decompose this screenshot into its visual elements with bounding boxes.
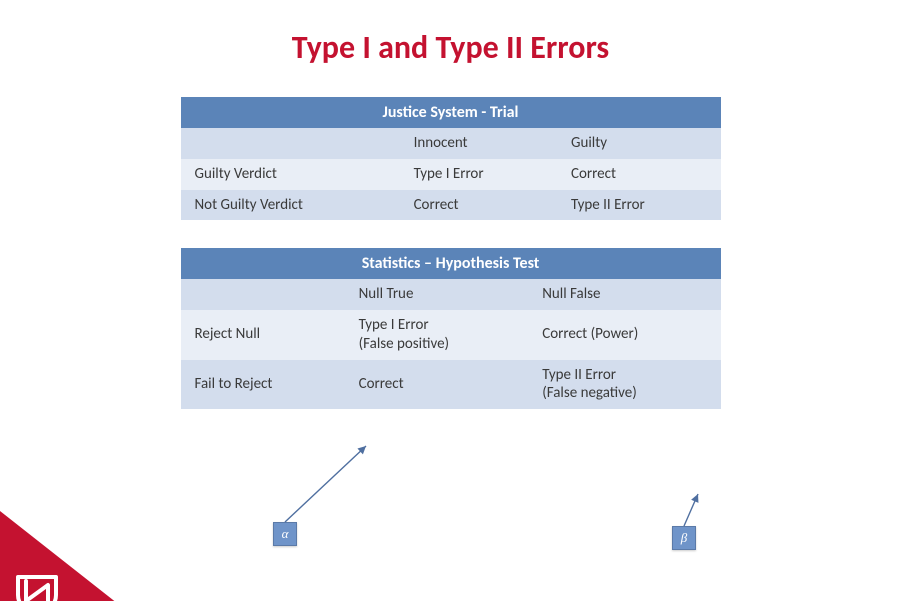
table-cell: Correct	[400, 190, 557, 221]
table-cell: Null False	[528, 279, 720, 310]
table-cell: Correct (Power)	[528, 310, 720, 360]
table-cell	[181, 128, 400, 159]
table-cell	[181, 279, 345, 310]
justice-colhead-row: Innocent Guilty	[181, 128, 721, 159]
statistics-table-header: Statistics – Hypothesis Test	[181, 248, 721, 279]
table-cell: Null True	[345, 279, 529, 310]
beta-callout: β	[672, 526, 696, 550]
table-cell: Type II Error(False negative)	[528, 360, 720, 410]
table-cell: Fail to Reject	[181, 360, 345, 410]
table-cell: Guilty Verdict	[181, 159, 400, 190]
table-cell: Type II Error	[557, 190, 721, 221]
table-row: Not Guilty Verdict Correct Type II Error	[181, 190, 721, 221]
alpha-callout: α	[273, 522, 297, 546]
table-cell: Innocent	[400, 128, 557, 159]
table-cell: Guilty	[557, 128, 721, 159]
justice-system-table: Justice System - Trial Innocent Guilty G…	[181, 97, 721, 220]
table-cell: Correct	[345, 360, 529, 410]
justice-table-header: Justice System - Trial	[181, 97, 721, 128]
table-row: Reject Null Type I Error(False positive)…	[181, 310, 721, 360]
table-cell: Type I Error	[400, 159, 557, 190]
statistics-table: Statistics – Hypothesis Test Null True N…	[181, 248, 721, 409]
tables-container: Justice System - Trial Innocent Guilty G…	[181, 97, 721, 409]
slide-title: Type I and Type II Errors	[0, 28, 901, 67]
stats-colhead-row: Null True Null False	[181, 279, 721, 310]
table-cell: Not Guilty Verdict	[181, 190, 400, 221]
shield-logo-icon	[14, 571, 60, 601]
table-cell: Reject Null	[181, 310, 345, 360]
table-row: Fail to Reject Correct Type II Error(Fal…	[181, 360, 721, 410]
table-row: Guilty Verdict Type I Error Correct	[181, 159, 721, 190]
alpha-arrow-icon	[277, 438, 374, 530]
table-cell: Type I Error(False positive)	[345, 310, 529, 360]
table-cell: Correct	[557, 159, 721, 190]
